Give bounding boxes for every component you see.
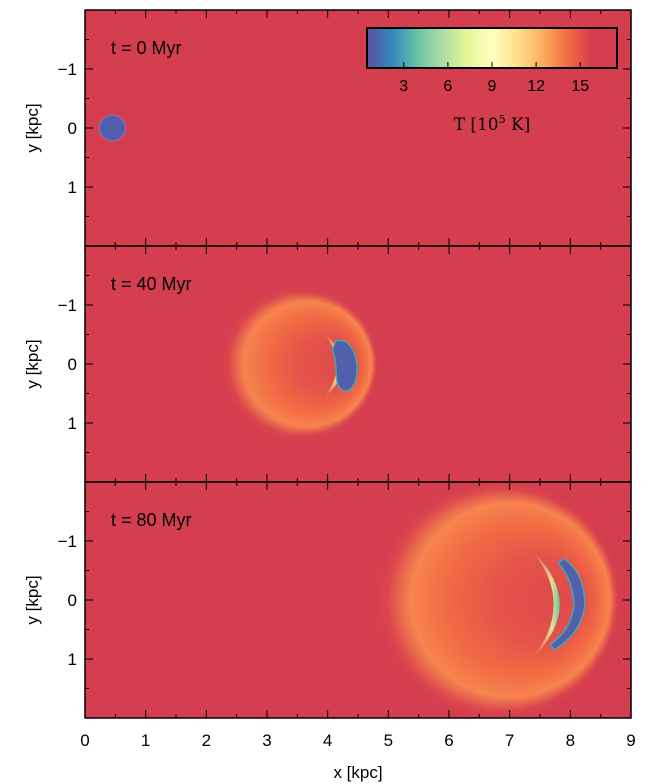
cold-cloud xyxy=(98,114,126,142)
x-tick-label: 1 xyxy=(141,731,150,750)
x-tick-label: 6 xyxy=(444,731,453,750)
y-tick-label: 1 xyxy=(68,414,77,433)
y-tick-label: −1 xyxy=(58,296,77,315)
colorbar-tick-label: 3 xyxy=(399,78,408,95)
panel-time-label: t = 40 Myr xyxy=(111,274,192,294)
y-axis-label: y [kpc] xyxy=(23,339,42,388)
x-axis: 0 1 2 3 4 5 6 7 8 9 x [kpc] xyxy=(80,731,635,782)
y-axis-label: y [kpc] xyxy=(23,103,42,152)
panel-field xyxy=(85,482,631,718)
y-tick-label: −1 xyxy=(58,532,77,551)
panel-field xyxy=(85,246,631,482)
y-tick-label: 1 xyxy=(68,178,77,197)
x-tick-label: 7 xyxy=(505,731,514,750)
panel-2: −1 0 1 y [kpc] t = 40 Myr xyxy=(23,245,632,483)
panel-time-label: t = 80 Myr xyxy=(111,510,192,530)
x-tick-label: 5 xyxy=(384,731,393,750)
y-tick-label: 0 xyxy=(68,591,77,610)
colorbar-label: T [105 K] xyxy=(454,113,531,135)
x-axis-label: x [kpc] xyxy=(333,763,382,782)
panels: −1 0 1 y [kpc] t = 0 Myr −1 0 1 y [kpc] t = 40 My… xyxy=(23,9,632,719)
panel-time-label: t = 0 Myr xyxy=(111,38,182,58)
y-tick-label: 0 xyxy=(68,119,77,138)
y-axis-label: y [kpc] xyxy=(23,575,42,624)
mixing-layer xyxy=(533,552,560,657)
x-tick-label: 3 xyxy=(262,731,271,750)
y-tick-label: 0 xyxy=(68,355,77,374)
x-tick-label: 2 xyxy=(202,731,211,750)
colorbar-tick-label: 9 xyxy=(488,78,497,95)
colorbar-tick-label: 15 xyxy=(571,78,589,95)
colorbar: 3 6 9 12 15 T [105 K] xyxy=(366,27,618,135)
y-tick-label: −1 xyxy=(58,60,77,79)
hot-wake xyxy=(367,482,622,718)
hot-wake xyxy=(215,284,380,444)
y-tick-label: 1 xyxy=(68,650,77,669)
x-tick-label: 8 xyxy=(566,731,575,750)
panel-3: −1 0 1 y [kpc] t = 80 Myr xyxy=(23,481,632,719)
x-tick-label: 0 xyxy=(80,731,89,750)
cold-cloud xyxy=(331,339,358,392)
cold-cloud xyxy=(550,557,586,652)
colorbar-tick-label: 6 xyxy=(443,78,452,95)
x-tick-label: 4 xyxy=(323,731,332,750)
x-tick-label: 9 xyxy=(626,731,635,750)
colorbar-tick-label: 12 xyxy=(527,78,545,95)
